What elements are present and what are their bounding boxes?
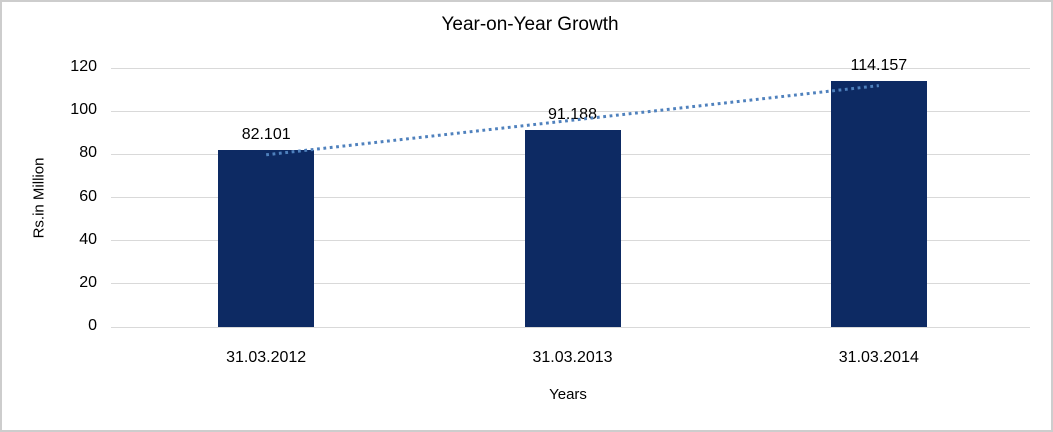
y-tick-label: 100 <box>70 101 97 119</box>
x-tick-label: 31.03.2013 <box>532 349 613 366</box>
bar-31.03.2012 <box>218 149 315 327</box>
bar-31.03.2014 <box>830 80 927 327</box>
bar-value-label: 114.157 <box>850 56 908 74</box>
x-axis-title: Years <box>549 386 587 403</box>
y-tick-label: 40 <box>79 230 97 248</box>
gridline <box>111 110 1030 112</box>
gridline <box>111 326 1030 328</box>
y-tick-label: 20 <box>79 273 97 291</box>
x-tick-label: 31.03.2014 <box>838 349 919 366</box>
y-tick-label: 80 <box>79 144 97 162</box>
bar-31.03.2013 <box>524 130 621 327</box>
gridline <box>111 67 1030 69</box>
chart-title: Year-on-Year Growth <box>441 14 619 35</box>
y-tick-label: 0 <box>88 317 97 334</box>
y-tick-label: 60 <box>79 187 97 205</box>
y-tick-label: 120 <box>70 58 97 75</box>
bar-value-label: 82.101 <box>241 125 291 143</box>
x-tick-label: 31.03.2012 <box>226 349 307 366</box>
